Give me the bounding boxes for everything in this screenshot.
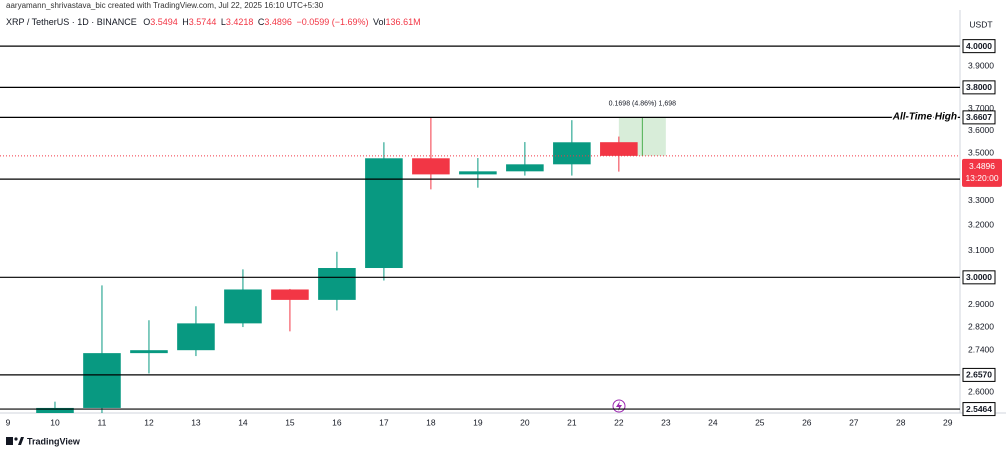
x-tick-label: 29: [943, 417, 953, 427]
y-tick-label: 3.2000: [968, 220, 994, 230]
level-label-box: [962, 270, 996, 285]
candle-body: [36, 407, 74, 413]
y-tick-label: 2.8200: [968, 321, 994, 331]
y-tick-label: 3.3000: [968, 195, 994, 205]
symbol: XRP / TetherUS · 1D · BINANCE: [6, 17, 137, 27]
candle-body: [318, 268, 356, 300]
symbol-line: XRP / TetherUS · 1D · BINANCE O3.5494 H3…: [6, 17, 421, 27]
ohlc-value: 3.5494: [150, 17, 178, 27]
countdown: 13:20:00: [965, 173, 998, 183]
x-tick-label: 14: [238, 417, 248, 427]
level-label-box: [962, 402, 996, 417]
candle-body: [130, 350, 168, 354]
level-label: 3.8000: [966, 82, 992, 92]
candle-body: [83, 353, 121, 408]
x-tick-label: 22: [614, 417, 624, 427]
volume: 136.61M: [386, 17, 421, 27]
y-tick-label: 2.6000: [968, 387, 994, 397]
level-label: 4.0000: [966, 41, 992, 51]
last-price-label: 3.4896: [969, 161, 995, 171]
candle-body: [600, 142, 638, 156]
change: −0.0599 (−1.69%): [296, 17, 368, 27]
candle-body: [412, 158, 450, 175]
x-tick-label: 11: [98, 417, 107, 427]
currency: USDT: [969, 19, 992, 29]
candle-body: [506, 164, 544, 172]
ohlc-value: 3.4896: [264, 17, 292, 27]
last-price-box: [962, 158, 1002, 187]
brand: TradingView: [27, 436, 81, 446]
x-tick-label: 20: [520, 417, 530, 427]
level-label: 3.0000: [966, 272, 992, 282]
x-tick-label: 26: [802, 417, 812, 427]
x-tick-label: 18: [426, 417, 436, 427]
event-icon: [612, 399, 626, 413]
ohlc-key: H: [182, 17, 189, 27]
candle-body: [224, 289, 262, 324]
x-tick-label: 10: [50, 417, 60, 427]
volume-key: Vol: [373, 17, 386, 27]
ohlc-key: O: [143, 17, 150, 27]
level-label-box: [962, 110, 996, 125]
y-tick-label: 3.5000: [968, 148, 994, 158]
candle-body: [177, 323, 215, 351]
level-label: 2.5464: [966, 404, 992, 414]
attribution: aaryamann_shrivastava_bic created with T…: [6, 1, 324, 10]
level-label-box: [962, 367, 996, 382]
x-tick-label: 16: [332, 417, 342, 427]
measure-label: 0.1698 (4.86%) 1,698: [609, 101, 676, 108]
logo: [6, 437, 24, 445]
candle-body: [459, 171, 497, 175]
y-tick-label: 2.7400: [968, 344, 994, 354]
x-tick-label: 24: [708, 417, 718, 427]
level-label: 2.6570: [966, 370, 992, 380]
x-tick-label: 19: [473, 417, 483, 427]
x-tick-label: 9: [6, 417, 11, 427]
y-tick-label: 3.1000: [968, 245, 994, 255]
x-tick-label: 23: [661, 417, 671, 427]
level-label-box: [962, 39, 996, 54]
x-tick-label: 15: [285, 417, 295, 427]
x-tick-label: 28: [896, 417, 906, 427]
candle-body: [553, 142, 591, 165]
x-tick-label: 21: [567, 417, 577, 427]
y-tick-label: 2.9000: [968, 299, 994, 309]
plot: [36, 117, 666, 413]
level-label: 3.6607: [966, 112, 992, 122]
x-tick-label: 17: [379, 417, 389, 427]
x-tick-label: 12: [144, 417, 154, 427]
ohlc-value: 3.4218: [226, 17, 254, 27]
x-tick-label: 25: [755, 417, 765, 427]
x-tick-label: 27: [849, 417, 859, 427]
candle-body: [271, 289, 309, 300]
y-tick-label: 3.7000: [968, 103, 994, 113]
y-tick-label: 3.9000: [968, 61, 994, 71]
y-tick-label: 3.6000: [968, 125, 994, 135]
level-label-box: [962, 80, 996, 95]
ohlc-key: L: [221, 17, 226, 27]
candle-body: [365, 158, 403, 269]
ohlc-value: 3.5744: [189, 17, 217, 27]
x-tick-label: 13: [191, 417, 201, 427]
annotation: All-Time High: [892, 112, 957, 123]
ohlc-key: C: [258, 17, 265, 27]
